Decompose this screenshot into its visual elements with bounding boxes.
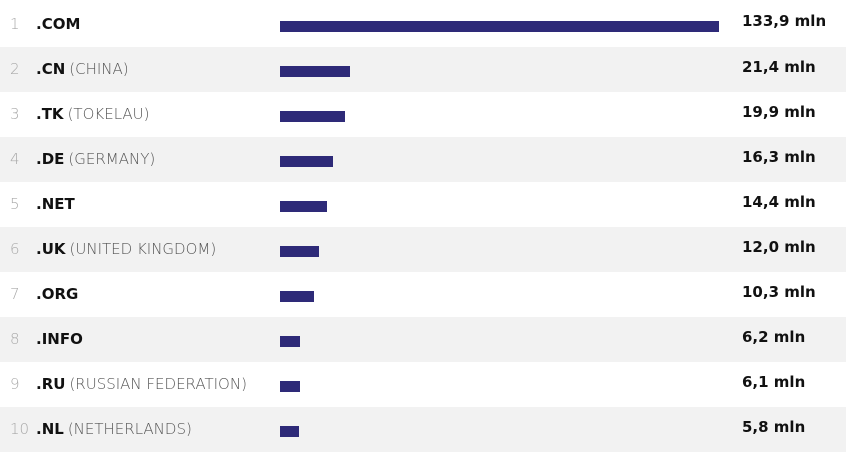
- tld-name: .INFO: [36, 330, 83, 348]
- value-bar: [280, 426, 299, 437]
- domain-label: .UK (UNITED KINGDOM): [36, 227, 216, 272]
- value-bar: [280, 156, 333, 167]
- value-label: 16,3 mln: [742, 148, 816, 166]
- rank-number: 10: [10, 420, 30, 438]
- tld-name: .COM: [36, 15, 81, 33]
- domain-label: .RU (RUSSIAN FEDERATION): [36, 362, 247, 407]
- rank-number: 6: [10, 240, 20, 258]
- table-row: 9 .RU (RUSSIAN FEDERATION) 6,1 mln: [0, 362, 846, 407]
- table-row: 2 .CN (CHINA) 21,4 mln: [0, 47, 846, 92]
- country-name: (TOKELAU): [67, 105, 150, 123]
- table-row: 3 .TK (TOKELAU) 19,9 mln: [0, 92, 846, 137]
- country-name: (UNITED KINGDOM): [69, 240, 217, 258]
- domain-label: .NL (NETHERLANDS): [36, 407, 192, 452]
- value-label: 133,9 mln: [742, 12, 827, 30]
- domain-label: .COM: [36, 2, 80, 47]
- rank-number: 5: [10, 195, 20, 213]
- rank-number: 8: [10, 330, 20, 348]
- tld-name: .UK: [36, 240, 66, 258]
- rank-number: 3: [10, 105, 20, 123]
- value-bar: [280, 336, 300, 347]
- country-name: (GERMANY): [68, 150, 156, 168]
- value-label: 12,0 mln: [742, 238, 816, 256]
- domain-label: .NET: [36, 182, 75, 227]
- country-name: (RUSSIAN FEDERATION): [69, 375, 247, 393]
- value-bar: [280, 201, 327, 212]
- table-row: 1 .COM 133,9 mln: [0, 2, 846, 47]
- table-row: 8 .INFO 6,2 mln: [0, 317, 846, 362]
- country-name: (NETHERLANDS): [67, 420, 192, 438]
- value-label: 6,2 mln: [742, 328, 806, 346]
- domain-label: .TK (TOKELAU): [36, 92, 150, 137]
- domain-label: .INFO: [36, 317, 83, 362]
- tld-name: .TK: [36, 105, 64, 123]
- tld-name: .RU: [36, 375, 66, 393]
- table-row: 5 .NET 14,4 mln: [0, 182, 846, 227]
- value-label: 19,9 mln: [742, 103, 816, 121]
- value-bar: [280, 66, 350, 77]
- domain-label: .ORG: [36, 272, 78, 317]
- tld-name: .ORG: [36, 285, 79, 303]
- rank-number: 2: [10, 60, 20, 78]
- tld-name: .NL: [36, 420, 64, 438]
- value-label: 14,4 mln: [742, 193, 816, 211]
- table-row: 6 .UK (UNITED KINGDOM) 12,0 mln: [0, 227, 846, 272]
- value-bar: [280, 246, 319, 257]
- country-name: (CHINA): [69, 60, 129, 78]
- value-label: 10,3 mln: [742, 283, 816, 301]
- rank-number: 1: [10, 15, 20, 33]
- value-label: 5,8 mln: [742, 418, 806, 436]
- table-row: 10 .NL (NETHERLANDS) 5,8 mln: [0, 407, 846, 452]
- table-row: 7 .ORG 10,3 mln: [0, 272, 846, 317]
- tld-name: .CN: [36, 60, 66, 78]
- value-bar: [280, 21, 719, 32]
- rank-number: 7: [10, 285, 20, 303]
- value-label: 21,4 mln: [742, 58, 816, 76]
- tld-name: .NET: [36, 195, 75, 213]
- tld-name: .DE: [36, 150, 65, 168]
- domain-label: .DE (GERMANY): [36, 137, 155, 182]
- rank-number: 4: [10, 150, 20, 168]
- value-bar: [280, 381, 300, 392]
- value-bar: [280, 291, 314, 302]
- value-bar: [280, 111, 345, 122]
- domain-label: .CN (CHINA): [36, 47, 129, 92]
- value-label: 6,1 mln: [742, 373, 806, 391]
- table-row: 4 .DE (GERMANY) 16,3 mln: [0, 137, 846, 182]
- rank-number: 9: [10, 375, 20, 393]
